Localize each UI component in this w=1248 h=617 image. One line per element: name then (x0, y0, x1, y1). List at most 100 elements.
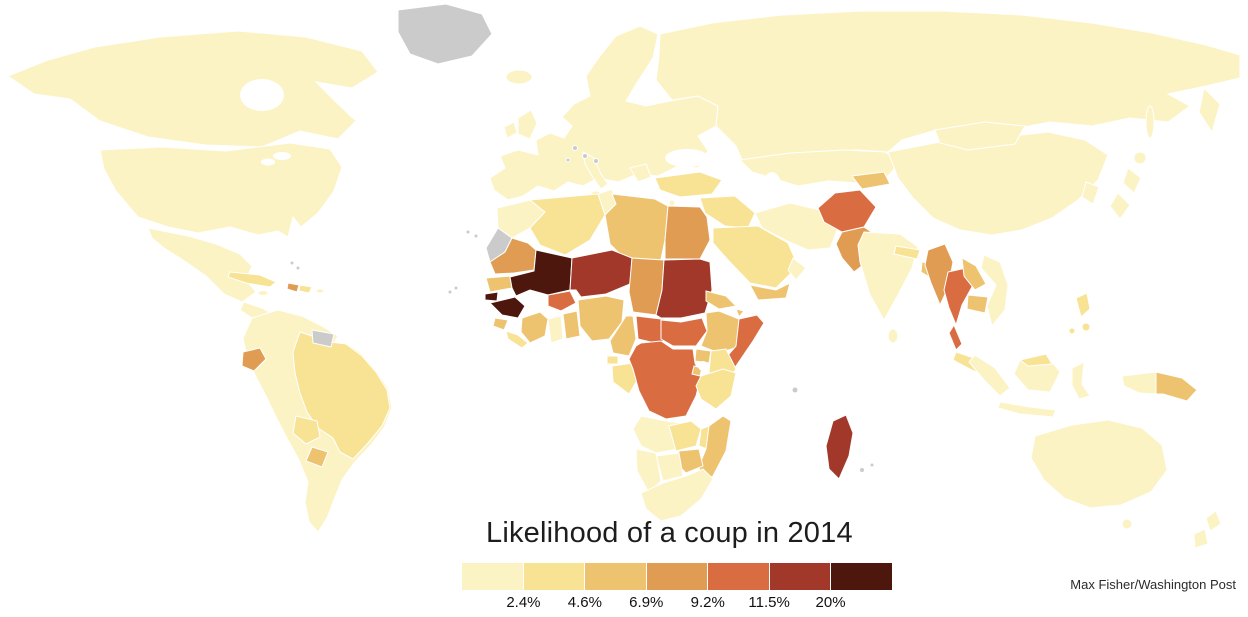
country-guinea-bissau (484, 291, 499, 302)
country-japan (1122, 167, 1142, 194)
region-kyrgyzstan-tajikistan (851, 171, 891, 190)
country-botswana (655, 452, 684, 482)
microstate-dot (593, 158, 599, 164)
country-ecuador (241, 347, 267, 372)
country-tanzania (695, 368, 737, 410)
canary-dot (465, 229, 471, 235)
region-suriname-guiana (311, 329, 335, 348)
new-zealand-north (1205, 510, 1222, 532)
country-iran (754, 202, 839, 251)
legend-swatch (462, 563, 524, 590)
bahamas-dot (295, 265, 301, 271)
country-laos (961, 257, 987, 291)
legend-swatch (523, 563, 586, 590)
island-sumatra (968, 354, 1011, 397)
legend-tick-label: 11.5% (748, 594, 790, 611)
country-uk (517, 109, 538, 140)
country-algeria (528, 193, 606, 256)
philippines-island (1068, 327, 1076, 335)
country-australia (1030, 419, 1168, 509)
mauritius-dot (859, 467, 865, 473)
comoros-dot (791, 386, 799, 394)
country-egypt (664, 205, 711, 260)
legend-tick-label: 9.2% (690, 594, 725, 611)
region-gabon-congo (611, 362, 640, 395)
country-angola (632, 415, 682, 454)
hokkaido (1133, 151, 1147, 165)
mauritius-dot (869, 462, 875, 468)
country-south-africa (640, 468, 714, 522)
legend-swatch (585, 563, 647, 590)
country-cuba (227, 271, 277, 288)
country-canada (6, 30, 379, 148)
black-sea (665, 149, 709, 167)
country-jamaica (257, 290, 269, 296)
country-yemen (749, 282, 791, 301)
country-sierra-leone (492, 317, 509, 331)
country-vietnam (980, 254, 1009, 328)
country-guinea (489, 296, 526, 319)
country-sudan (655, 258, 713, 319)
cape-verde-dot (447, 289, 453, 295)
microstate-dot (572, 145, 578, 151)
legend-swatch (708, 563, 770, 590)
country-papua-new-guinea (1155, 371, 1198, 402)
country-greece (629, 163, 652, 183)
country-equatorial-guinea (606, 355, 619, 365)
country-thailand-south (948, 323, 963, 351)
microstate-dot (565, 157, 571, 163)
region-togo-benin (562, 310, 581, 340)
country-haiti (286, 282, 300, 293)
legend-swatch (769, 563, 832, 590)
country-china (887, 131, 1109, 236)
region-borneo-malaysia (1018, 353, 1053, 367)
country-japan-south (1109, 192, 1131, 220)
sakhalin (1145, 105, 1155, 139)
great-lake (273, 152, 291, 160)
country-senegal (485, 275, 513, 293)
great-lake (261, 158, 275, 166)
country-cameroon (609, 315, 637, 357)
country-mongolia (934, 121, 1026, 151)
country-bolivia (292, 415, 321, 445)
country-usa (99, 142, 343, 238)
canary-dot (473, 233, 479, 239)
legend-tick-label: 20% (815, 594, 846, 611)
country-dr-congo (628, 340, 702, 420)
country-turkey (654, 171, 723, 198)
country-niger (569, 249, 633, 298)
country-cyprus (668, 199, 676, 207)
country-cambodia (966, 294, 989, 314)
country-korea (1081, 181, 1100, 205)
region-indonesia-papua (1121, 371, 1157, 395)
legend-tick-label: 2.4% (506, 594, 541, 611)
country-zambia (668, 420, 702, 452)
country-india (857, 231, 919, 322)
country-madagascar (825, 414, 854, 480)
philippines-island (1081, 322, 1091, 332)
country-eritrea (705, 290, 738, 310)
island-sulawesi (1071, 361, 1091, 400)
microstate-dot (582, 153, 588, 159)
country-paraguay (305, 446, 329, 468)
legend-tick-label: 4.6% (567, 594, 602, 611)
country-greenland (397, 3, 493, 65)
tasmania (1121, 518, 1133, 530)
country-brazil (292, 331, 391, 460)
country-mexico (147, 227, 257, 303)
country-dominican-republic (298, 284, 313, 294)
country-sri-lanka (887, 328, 899, 344)
country-djibouti (735, 308, 745, 318)
kamchatka (1198, 86, 1221, 134)
credit: Max Fisher/Washington Post (1070, 577, 1236, 592)
country-philippines (1075, 292, 1091, 318)
legend-swatches (462, 563, 893, 590)
country-uganda (694, 348, 712, 364)
country-nepal (893, 245, 921, 260)
legend-ticks: 2.4% 4.6% 6.9% 9.2% 11.5% 20% (462, 594, 892, 612)
legend-swatch (831, 563, 893, 590)
region-europe (489, 25, 719, 201)
lake-victoria (698, 361, 708, 371)
country-ireland (503, 121, 518, 139)
